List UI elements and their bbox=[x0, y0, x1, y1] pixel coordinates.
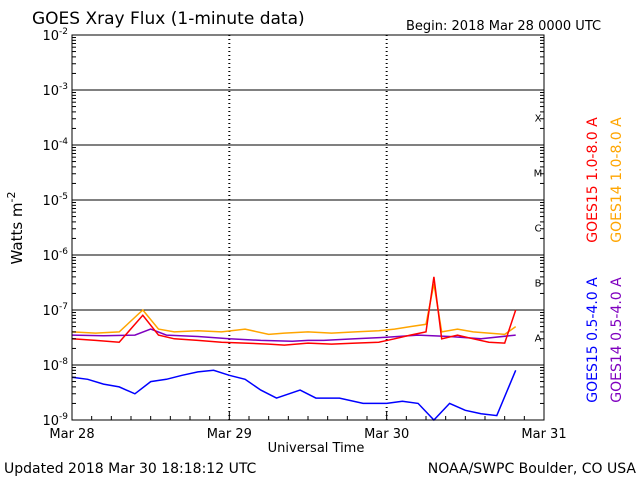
flare-class-label: B bbox=[535, 279, 542, 290]
series-line bbox=[71, 369, 517, 422]
y-tick-label: 10-5 bbox=[42, 192, 68, 209]
legend-entry: GOES14 1.0-8.0 A bbox=[609, 117, 625, 243]
legend-label: GOES14 0.5-4.0 A bbox=[609, 277, 625, 403]
y-tick-label: 10-3 bbox=[42, 82, 68, 99]
legend-label: GOES15 0.5-4.0 A bbox=[585, 277, 601, 403]
updated-text: Updated 2018 Mar 30 18:18:12 UTC bbox=[4, 461, 257, 477]
x-tick-label: Mar 29 bbox=[207, 427, 252, 442]
y-tick-label: 10-7 bbox=[42, 302, 68, 319]
flare-class-label: C bbox=[535, 224, 542, 235]
y-tick-label: 10-8 bbox=[42, 357, 68, 374]
y-axis-label-text: Watts m bbox=[8, 202, 26, 264]
series-line bbox=[71, 276, 517, 346]
y-tick-label: 10-4 bbox=[42, 137, 68, 154]
y-tick-label: 10-6 bbox=[42, 247, 68, 264]
begin-label: Begin: 2018 Mar 28 0000 UTC bbox=[406, 19, 601, 34]
legend-entry: GOES15 1.0-8.0 A bbox=[585, 117, 601, 243]
flare-class-label: A bbox=[535, 334, 542, 345]
x-axis: Mar 28 Mar 29 Mar 30 Mar 31 bbox=[49, 412, 567, 442]
y-tick-label: 10-9 bbox=[42, 412, 68, 429]
legend-label: GOES14 1.0-8.0 A bbox=[609, 117, 625, 243]
flare-class-label: M bbox=[534, 169, 543, 180]
legend-label: GOES15 1.0-8.0 A bbox=[585, 117, 601, 243]
y-axis-label-group: Watts m-2 bbox=[5, 192, 26, 265]
series-line bbox=[71, 283, 517, 336]
legend-entry: GOES15 0.5-4.0 A bbox=[585, 277, 601, 403]
credit-text: NOAA/SWPC Boulder, CO USA bbox=[428, 461, 637, 477]
y-axis: 10-2 10-3 10-4 10-5 10-6 10-7 10-8 10-9 bbox=[42, 27, 544, 429]
legend-entry: GOES14 0.5-4.0 A bbox=[609, 277, 625, 403]
x-tick-label: Mar 31 bbox=[521, 427, 566, 442]
y-axis-label: Watts m-2 bbox=[5, 192, 26, 265]
y-tick-label: 10-2 bbox=[42, 27, 68, 44]
flare-class-label: X bbox=[535, 114, 542, 125]
plot-frame bbox=[71, 34, 545, 421]
series-group bbox=[71, 276, 517, 422]
x-axis-label: Universal Time bbox=[268, 441, 365, 456]
legend: GOES15 1.0-8.0 A GOES14 1.0-8.0 A GOES15 0… bbox=[585, 117, 625, 403]
y-axis-label-exponent: -2 bbox=[5, 192, 18, 203]
chart-title: GOES Xray Flux (1-minute data) bbox=[32, 9, 305, 29]
x-tick-label: Mar 28 bbox=[49, 427, 94, 442]
x-tick-label: Mar 30 bbox=[364, 427, 409, 442]
flare-class-labels: X M C B A bbox=[534, 114, 543, 345]
grid bbox=[72, 35, 544, 420]
series-line bbox=[71, 328, 516, 343]
